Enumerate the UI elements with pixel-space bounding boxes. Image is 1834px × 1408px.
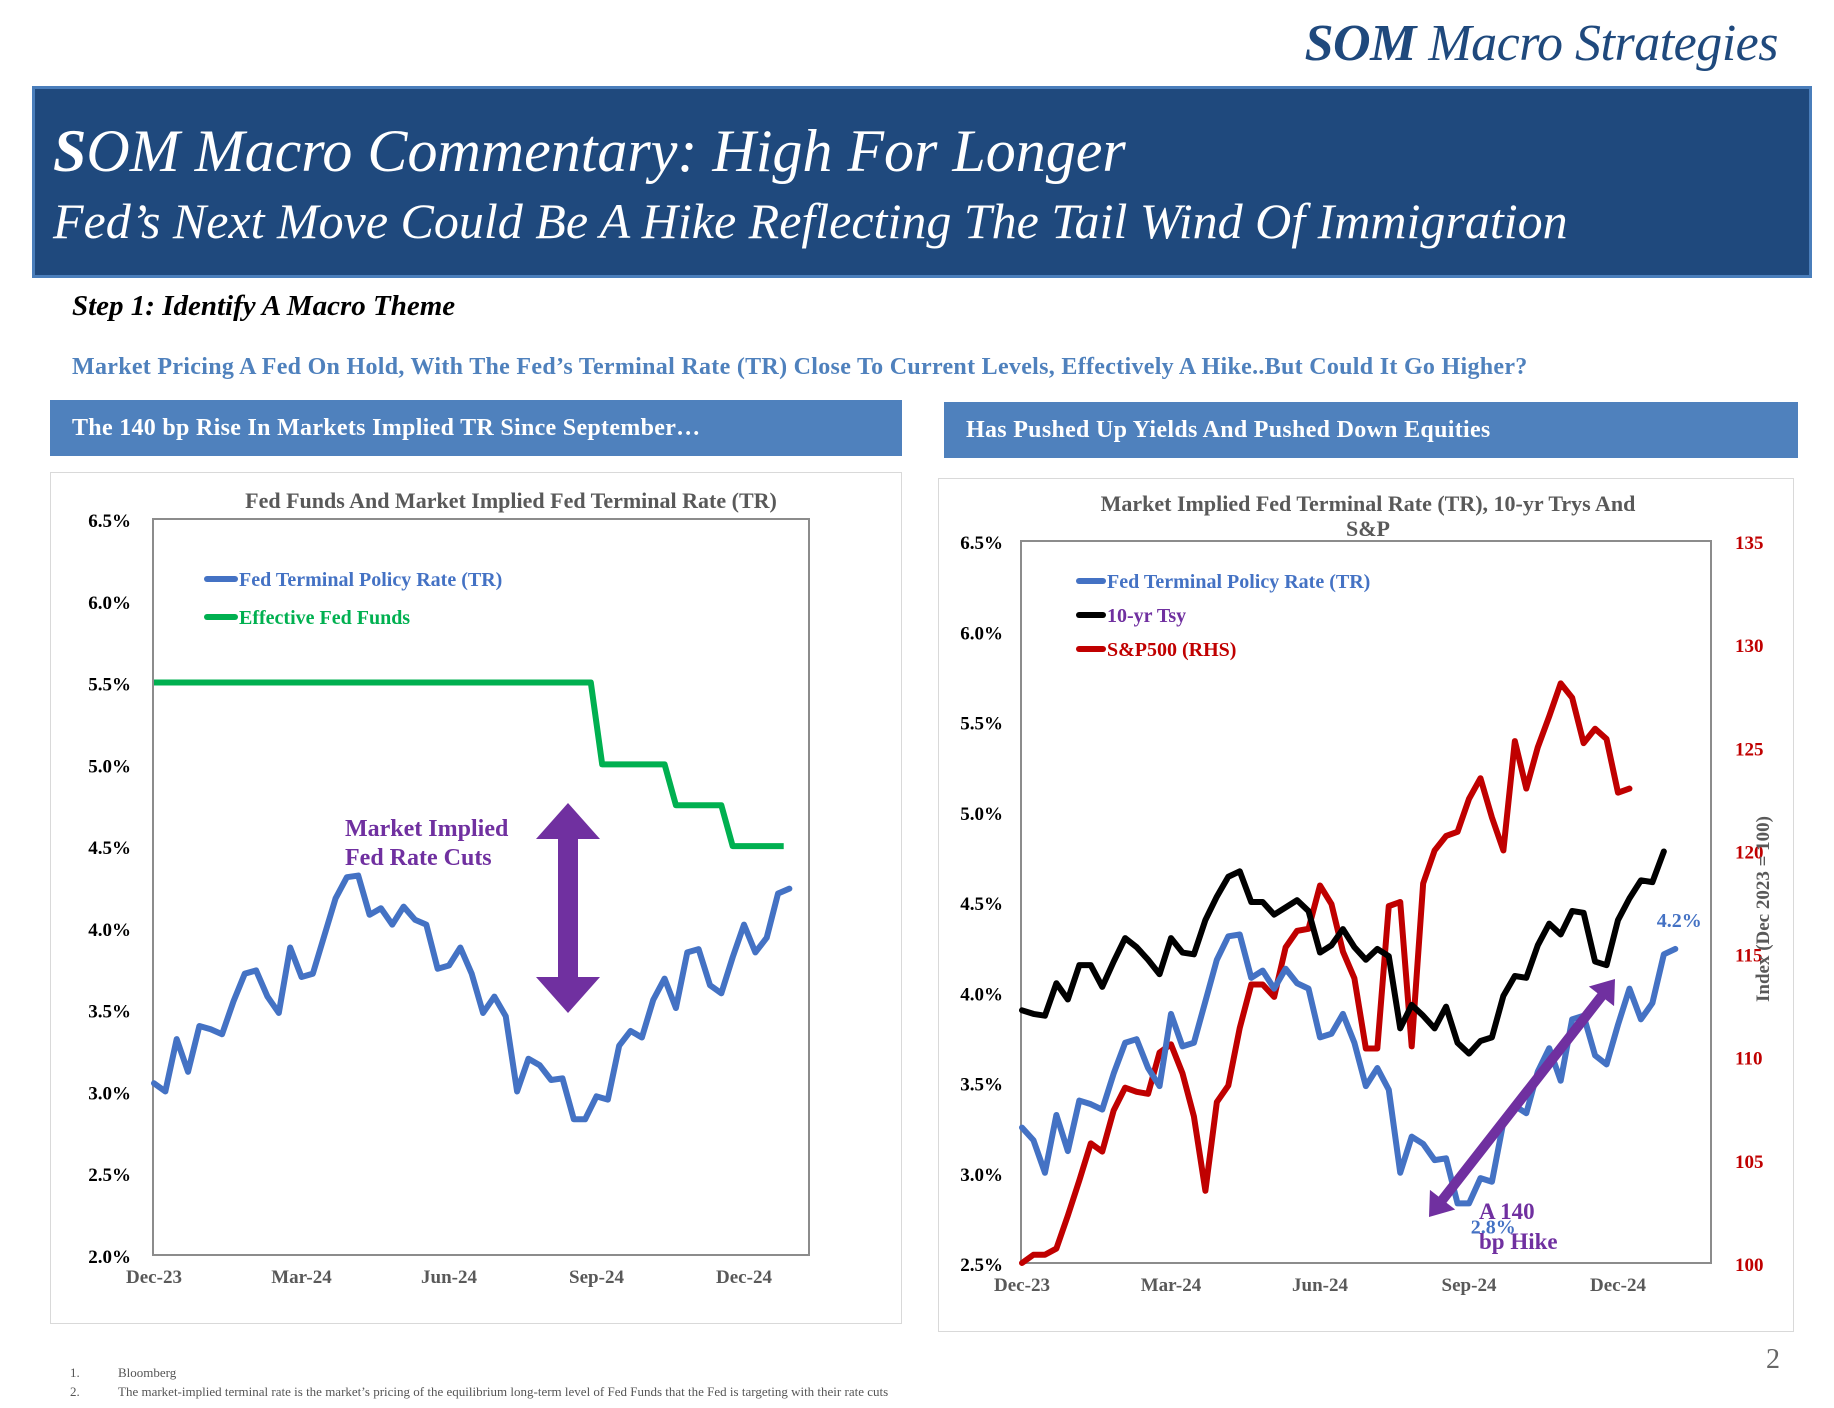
hike-arrow [1429,979,1615,1217]
y2-tick-label: 115 [1735,946,1762,967]
y2-tick-label: 100 [1735,1255,1764,1276]
fed-terminal-rate-line [151,872,793,1123]
ten-year-treasury-line [1019,848,1667,1057]
page-number: 2 [1766,1344,1780,1375]
y-tick-label: 5.5% [960,714,1003,735]
sp500-line [1019,680,1633,1266]
y-tick-label: 4.0% [960,984,1003,1005]
left-chart: Fed Funds And Market Implied Fed Termina… [88,488,810,1288]
y-tick-label: 5.5% [88,675,131,696]
legend-label-terminal-rate: Fed Terminal Policy Rate (TR) [239,569,502,591]
x-tick-label: Sep-24 [1442,1275,1497,1296]
y-tick-label: 5.0% [88,756,131,777]
x-tick-label: Dec-24 [1590,1275,1646,1296]
right-chart: Market Implied Fed Terminal Rate (TR), 1… [960,491,1774,1296]
start-value-label: 2.8% [1471,1216,1516,1238]
legend-label-sp500: S&P500 (RHS) [1107,639,1236,661]
y-tick-label: 2.5% [88,1165,131,1186]
page-title: SOM Macro Commentary: High For Longer [53,119,1126,183]
y-tick-label: 3.5% [88,1002,131,1023]
footnote-2: 2. The market-implied terminal rate is th… [70,1384,888,1400]
x-tick-label: Mar-24 [1141,1275,1202,1296]
y-tick-label: 6.0% [88,593,131,614]
fed-terminal-rate-line [1019,931,1679,1207]
end-value-label: 4.2% [1657,910,1702,932]
y-tick-label: 2.5% [960,1255,1003,1276]
y2-tick-label: 135 [1735,533,1764,554]
y2-tick-label: 125 [1735,739,1764,760]
right-section-header: Has Pushed Up Yields And Pushed Down Equ… [944,402,1798,458]
footnote-1: 1. Bloomberg [70,1365,176,1381]
y-tick-label: 2.0% [88,1247,131,1268]
title-initial: S [53,118,87,184]
y2-axis-label: Index (Dec 2023 = 100) [1753,816,1774,1002]
effective-fed-funds-line [154,679,784,850]
y-tick-label: 4.5% [960,894,1003,915]
y-tick-label: 6.5% [960,533,1003,554]
y2-tick-label: 110 [1735,1049,1762,1070]
footnote-text: Bloomberg [118,1365,177,1380]
chart-title: Fed Funds And Market Implied Fed Termina… [245,488,777,513]
lead-text: Market Pricing A Fed On Hold, With The F… [72,354,1528,380]
x-tick-label: Dec-23 [994,1275,1050,1296]
brand-rest: Macro Strategies [1415,15,1778,72]
y-tick-label: 5.0% [960,804,1003,825]
footnote-number: 1. [70,1365,80,1380]
rate-cuts-arrow [536,803,600,1013]
footnote-text: The market-implied terminal rate is the … [118,1384,889,1399]
y-tick-label: 6.0% [960,623,1003,644]
y-tick-label: 3.0% [960,1165,1003,1186]
annotation-line-2: Fed Rate Cuts [345,845,492,871]
y-tick-label: 6.5% [88,511,131,532]
plot-area [1020,540,1712,1264]
y-tick-label: 3.0% [88,1083,131,1104]
y2-tick-label: 120 [1735,842,1764,863]
brand-logo: SOM Macro Strategies [1304,14,1779,73]
page-subtitle: Fed’s Next Move Could Be A Hike Reflecti… [53,193,1568,249]
step-heading: Step 1: Identify A Macro Theme [72,290,456,322]
legend-label-ten-year: 10-yr Tsy [1107,605,1186,627]
chart-title-line-2: S&P [1346,516,1390,541]
plot-area [152,518,810,1256]
y-tick-label: 3.5% [960,1075,1003,1096]
left-section-header: The 140 bp Rise In Markets Implied TR Si… [50,400,902,456]
legend-label-terminal-rate: Fed Terminal Policy Rate (TR) [1107,571,1370,593]
x-tick-label: Jun-24 [1292,1275,1348,1296]
x-tick-label: Dec-23 [126,1267,182,1288]
x-tick-label: Jun-24 [421,1267,477,1288]
footnote-number: 2. [70,1384,80,1399]
chart-title-line-1: Market Implied Fed Terminal Rate (TR), 1… [1101,491,1636,516]
y-tick-label: 4.0% [88,920,131,941]
hike-label-line-2: bp Hike [1479,1229,1558,1254]
annotation-line-1: Market Implied [345,816,509,842]
legend-label-fed-funds: Effective Fed Funds [239,607,410,629]
right-chart-panel: Market Implied Fed Terminal Rate (TR), 1… [938,478,1794,1332]
brand-bold: SOM [1304,15,1417,72]
x-tick-label: Dec-24 [716,1267,772,1288]
x-tick-label: Mar-24 [271,1267,332,1288]
hike-label-line-1: A 140 [1479,1199,1535,1224]
y2-tick-label: 105 [1735,1152,1764,1173]
title-rest: OM Macro Commentary: High For Longer [86,118,1126,184]
y-tick-label: 4.5% [88,838,131,859]
left-chart-panel: Fed Funds And Market Implied Fed Termina… [50,472,902,1324]
title-banner: SOM Macro Commentary: High For Longer Fe… [32,86,1812,278]
x-tick-label: Sep-24 [569,1267,624,1288]
y2-tick-label: 130 [1735,636,1764,657]
